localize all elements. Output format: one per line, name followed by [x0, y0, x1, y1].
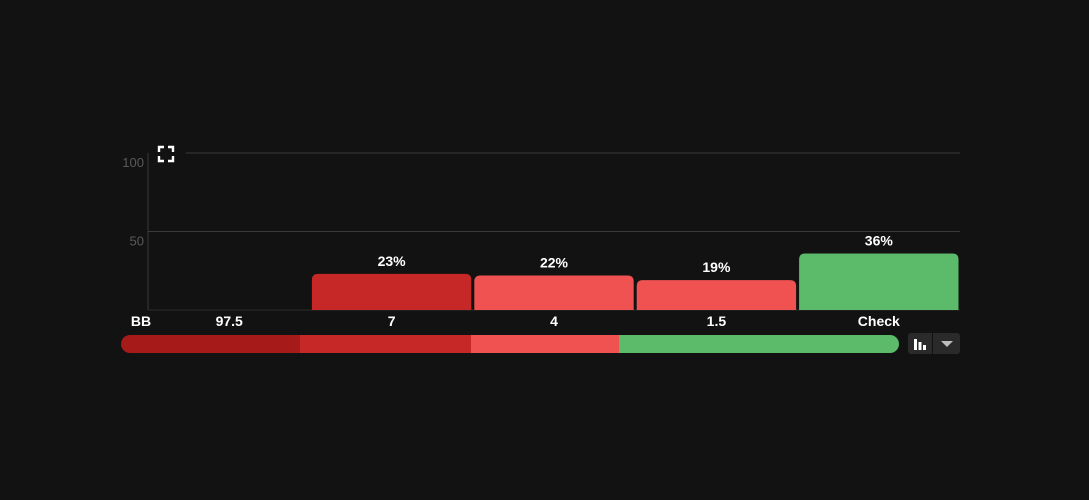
- value-labels: 23% 22% 19% 36%: [378, 232, 894, 275]
- strategy-frequency-bar: [121, 335, 899, 353]
- bar-value-label: 23%: [378, 253, 407, 269]
- axis-unit-label: BB: [131, 313, 151, 329]
- y-tick-label: 100: [122, 155, 144, 170]
- x-tick-label: 7: [388, 313, 396, 329]
- caret-down-icon: [940, 340, 953, 347]
- chart-toolbar: [908, 333, 960, 354]
- bar-value-label: 22%: [540, 254, 569, 270]
- bar[interactable]: [311, 273, 472, 310]
- x-tick-label: Check: [858, 313, 900, 329]
- x-tick-label: 97.5: [216, 313, 243, 329]
- bar-value-label: 36%: [865, 232, 894, 248]
- bar[interactable]: [474, 275, 634, 310]
- bars: [311, 253, 959, 310]
- chart-type-button[interactable]: [908, 333, 933, 354]
- bar-chart-icon: [914, 339, 926, 350]
- strategy-segment: [471, 335, 619, 353]
- y-tick-label: 50: [130, 234, 144, 249]
- x-tick-label: 1.5: [707, 313, 727, 329]
- y-axis-ticks: 50 100: [122, 155, 144, 249]
- strategy-segment: [121, 335, 300, 353]
- category-labels: BB 97.5 7 4 1.5 Check: [131, 313, 900, 329]
- x-tick-label: 4: [550, 313, 558, 329]
- strategy-segment: [618, 335, 899, 353]
- expand-button[interactable]: [156, 144, 176, 164]
- bar[interactable]: [636, 280, 797, 310]
- expand-icon: [157, 145, 175, 163]
- chart-type-dropdown[interactable]: [933, 333, 960, 354]
- bar[interactable]: [799, 253, 959, 310]
- strategy-segment: [299, 335, 472, 353]
- bar-value-label: 19%: [702, 259, 731, 275]
